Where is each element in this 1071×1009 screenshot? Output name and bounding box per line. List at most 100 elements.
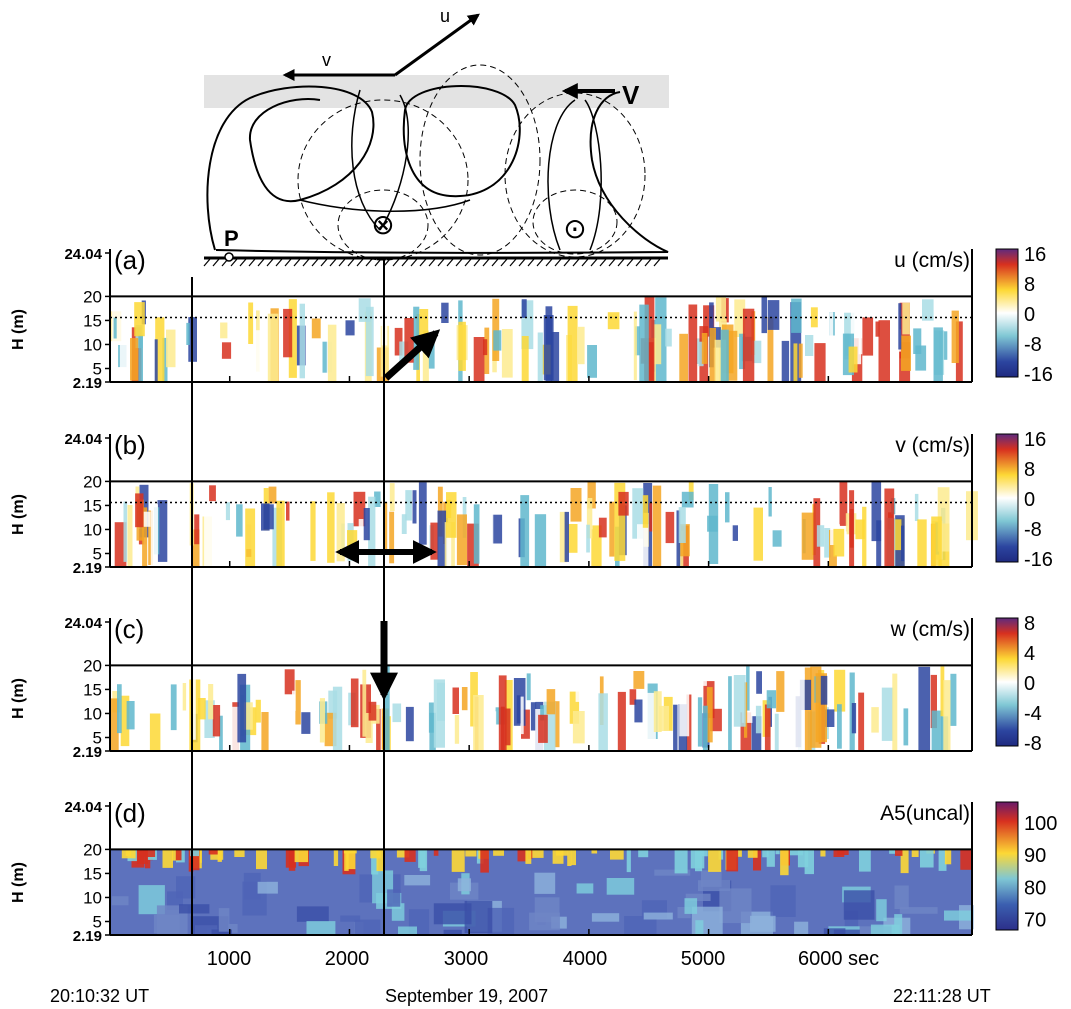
heatmap-cell — [644, 297, 655, 382]
heatmap-cell — [955, 321, 963, 382]
heatmap-cell — [776, 671, 785, 712]
heatmap-cell — [825, 709, 835, 727]
heatmap-cell — [635, 326, 640, 356]
heatmap-cell — [767, 300, 780, 330]
heatmap-cell — [210, 849, 224, 860]
y-tick-label: 2.19 — [73, 744, 102, 761]
x-tick: 5000 — [680, 948, 726, 970]
heatmap-cell — [944, 910, 974, 921]
heatmap-cell — [610, 849, 624, 860]
heatmap-cell — [218, 908, 230, 932]
heatmap-cell — [358, 519, 364, 541]
heatmap-cell — [598, 517, 607, 538]
heatmap-cell — [340, 915, 361, 922]
u-label: u — [440, 6, 450, 26]
heatmap-cell — [534, 872, 556, 894]
heatmap-cell — [793, 343, 798, 382]
heatmap-cell — [117, 684, 122, 734]
heatmap-cell — [125, 849, 131, 856]
heatmap-cell — [649, 503, 653, 532]
heatmap-cell — [505, 708, 511, 746]
heatmap-cell — [677, 907, 691, 919]
heatmap-cell — [520, 696, 524, 735]
hatch-mark — [491, 258, 499, 267]
heatmap-cell — [257, 881, 278, 894]
variable-label: A5(uncal) — [880, 802, 970, 825]
heatmap-cell — [208, 849, 218, 855]
y-tick-label: 20 — [83, 287, 102, 306]
heatmap-cell — [217, 299, 222, 354]
heatmap-cell — [699, 668, 707, 686]
heatmap-cell — [552, 849, 564, 864]
heatmap-cell — [446, 522, 452, 567]
heatmap-cell — [626, 849, 631, 873]
heatmap-cell — [212, 705, 221, 737]
hatch-mark — [599, 258, 607, 267]
heatmap-cell — [221, 342, 232, 359]
heatmap-cell — [157, 500, 168, 562]
heatmap-cell — [285, 849, 297, 868]
heatmap-cell — [569, 691, 580, 724]
heatmap-cell — [914, 493, 919, 521]
heatmap-cell — [750, 915, 776, 932]
heatmap-cell — [746, 666, 750, 711]
heatmap-cell — [833, 528, 845, 557]
heatmap-cell — [654, 869, 691, 876]
heatmap-cell — [709, 327, 716, 382]
colorbar-tick: -16 — [1024, 364, 1053, 386]
heatmap-cell — [209, 485, 216, 502]
colorbar — [995, 433, 1019, 563]
heatmap-cell — [756, 671, 762, 694]
y-tick-label: 15 — [83, 496, 102, 515]
heatmap-cell — [652, 485, 662, 567]
into-page-icon: ⊗ — [371, 208, 394, 241]
heatmap-cell — [734, 299, 746, 337]
heatmap-cell — [190, 849, 200, 871]
panel-letter: (b) — [114, 430, 146, 460]
colorbar-tick: -8 — [1024, 733, 1042, 755]
heatmap-cell — [842, 333, 854, 376]
heatmap-cell — [217, 849, 222, 862]
heatmap-cell — [413, 306, 420, 370]
heatmap-cell — [820, 675, 828, 705]
heatmap-cell — [155, 317, 165, 382]
heatmap-cell — [353, 491, 366, 527]
heatmap-cell — [451, 849, 465, 872]
heatmap-cell — [166, 329, 176, 368]
heatmap-cell — [607, 312, 620, 330]
P-label: P — [224, 226, 239, 251]
heatmap-cell — [684, 898, 698, 914]
heatmap-cell — [134, 302, 145, 337]
heatmap-cell — [643, 912, 673, 920]
colorbar-tick: 90 — [1024, 845, 1046, 867]
heatmap-cell — [937, 487, 950, 552]
heatmap-cell — [350, 678, 359, 728]
heatmap-cell — [446, 492, 457, 538]
hatch-mark — [473, 258, 481, 267]
variable-label: v (cm/s) — [895, 434, 970, 457]
heatmap-cell — [711, 327, 721, 348]
heatmap-cell — [944, 849, 952, 865]
heatmap-cell — [855, 519, 865, 540]
x-tick: 4000 — [562, 948, 608, 970]
heatmap-cell — [404, 849, 416, 862]
heatmap-cell — [225, 502, 230, 521]
heatmap-cell — [815, 673, 827, 743]
dashed-cell — [504, 92, 646, 258]
heatmap-cell — [412, 490, 417, 524]
heatmap-cell — [492, 514, 503, 544]
heatmap-cell — [195, 925, 218, 935]
y-tick-label: 24.04 — [64, 431, 102, 448]
heatmap-cell — [558, 680, 566, 698]
heatmap-cell — [362, 669, 367, 737]
hatch-mark — [365, 258, 373, 267]
heatmap-cell — [753, 507, 763, 561]
heatmap-cell — [791, 298, 802, 333]
heatmap-cell — [899, 907, 938, 914]
heatmap-cell — [848, 346, 858, 373]
heatmap-cell — [162, 849, 173, 868]
v-label: v — [322, 50, 331, 70]
heatmap-cell — [833, 929, 860, 935]
heatmap-cell — [587, 482, 596, 509]
